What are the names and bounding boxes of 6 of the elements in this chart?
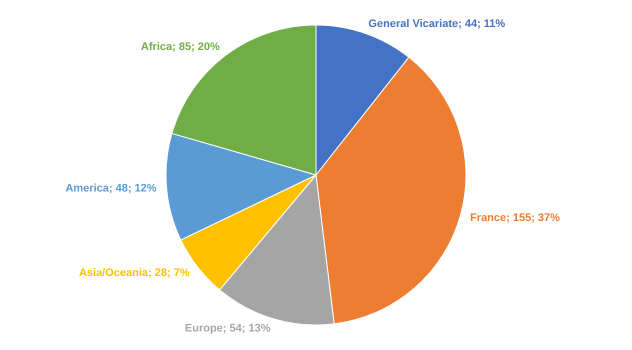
slice-label: Europe; 54; 13% [184, 322, 271, 334]
slice-label: Africa; 85; 20% [140, 41, 220, 54]
slice-label: America; 48; 12% [65, 182, 157, 194]
slice-label: General Vicariate; 44; 11% [368, 18, 506, 30]
slice-label: France; 155; 37% [470, 212, 560, 224]
slice-label: Asia/Oceania; 28; 7% [78, 267, 190, 280]
